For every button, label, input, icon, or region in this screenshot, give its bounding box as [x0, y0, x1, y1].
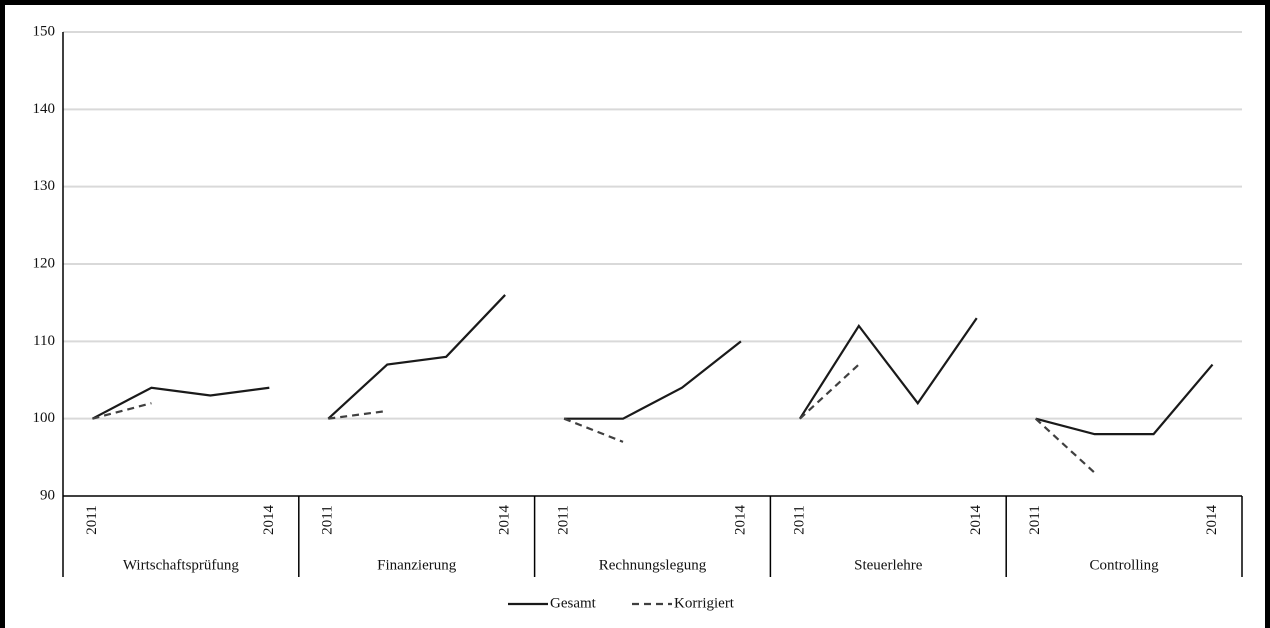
series-line	[91, 386, 270, 420]
x-tick-label: 2011	[556, 505, 572, 534]
y-tick-label: 90	[40, 487, 55, 503]
x-tick-label: 2014	[261, 505, 277, 536]
y-tick-label: 150	[33, 23, 56, 39]
x-tick-label: 2014	[732, 505, 748, 536]
legend-label: Gesamt	[550, 595, 597, 611]
x-tick-label: 2011	[1027, 505, 1043, 534]
y-tick-label: 130	[33, 178, 56, 194]
x-tick-label: 2011	[320, 505, 336, 534]
y-tick-label: 120	[33, 255, 56, 271]
group-label: Steuerlehre	[854, 557, 923, 573]
series-line	[92, 402, 152, 420]
x-tick-label: 2011	[791, 505, 807, 534]
legend-label: Korrigiert	[674, 595, 735, 611]
series-line	[328, 409, 388, 420]
group-label: Wirtschaftsprüfung	[123, 557, 240, 573]
series-line	[564, 340, 742, 420]
y-tick-label: 140	[33, 101, 56, 117]
x-tick-label: 2011	[84, 505, 100, 534]
series-line	[327, 294, 506, 420]
y-tick-label: 110	[33, 333, 55, 349]
series-line	[798, 317, 978, 420]
series-line	[1034, 417, 1096, 474]
group-label: Rechnungslegung	[599, 557, 707, 573]
group-label: Controlling	[1090, 557, 1160, 573]
series-line	[563, 417, 624, 443]
x-tick-label: 2014	[968, 505, 984, 536]
x-tick-label: 2014	[497, 505, 513, 536]
series-line	[799, 363, 860, 420]
y-tick-label: 100	[33, 410, 56, 426]
series-line	[1035, 363, 1214, 436]
x-tick-label: 2014	[1204, 505, 1220, 536]
group-label: Finanzierung	[377, 557, 457, 573]
